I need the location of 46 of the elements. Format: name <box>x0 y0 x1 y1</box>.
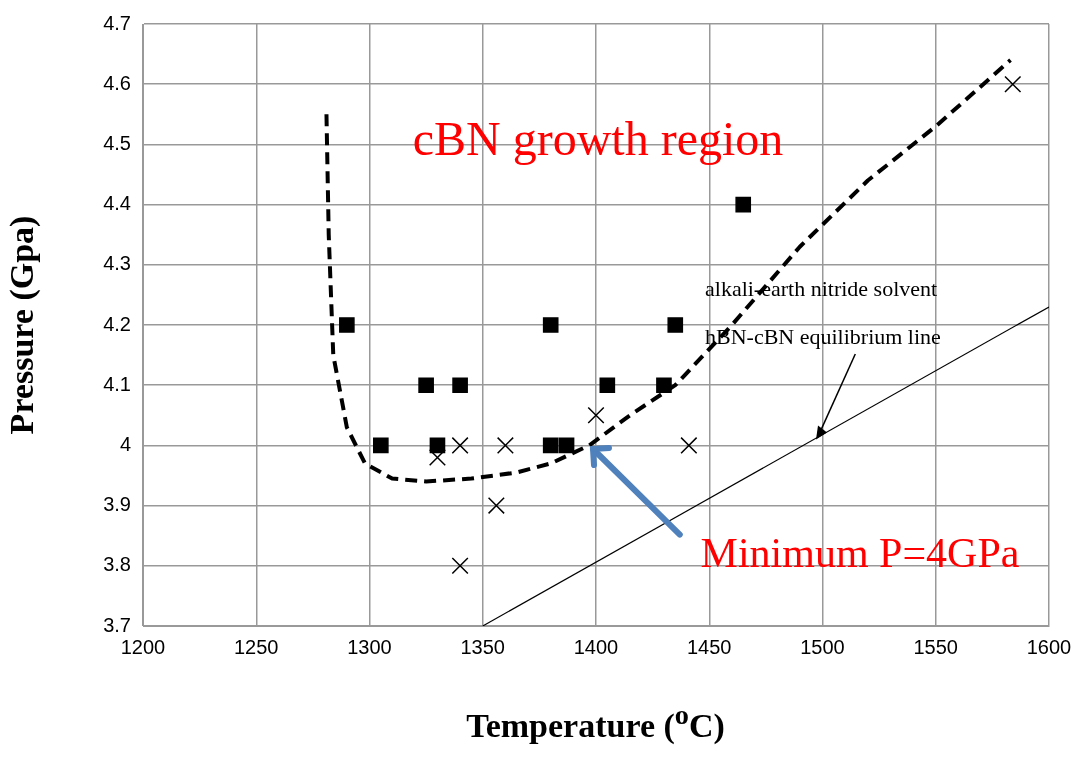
point <box>373 437 389 454</box>
x-tick-label: 1450 <box>687 635 732 658</box>
x-tick-label: 1550 <box>913 635 958 658</box>
x-tick-label: 1350 <box>460 635 505 658</box>
point <box>599 377 616 394</box>
x-tick-label: 1500 <box>800 635 845 658</box>
point <box>428 448 446 466</box>
y-tick-label: 4.4 <box>103 192 131 215</box>
point <box>735 196 752 213</box>
point <box>487 497 505 515</box>
point <box>451 557 469 575</box>
x-tick-label: 1200 <box>120 635 166 658</box>
y-tick-label: 4.7 <box>103 11 131 34</box>
point <box>451 436 469 454</box>
point <box>418 377 434 394</box>
point <box>542 437 559 454</box>
x-tick-label: 1250 <box>234 635 279 658</box>
y-axis-title: Pressure (Gpa) <box>3 215 42 435</box>
point <box>558 437 575 454</box>
annotation: Minimum P=4GPa <box>700 530 1020 577</box>
point <box>339 317 355 333</box>
point <box>587 406 605 424</box>
y-tick-label: 4.1 <box>103 372 131 395</box>
point <box>429 437 446 454</box>
point <box>452 377 468 394</box>
point <box>496 436 514 454</box>
y-tick-label: 3.7 <box>103 613 131 636</box>
x-tick-label: 1300 <box>347 635 392 658</box>
x-axis-title: Temperature ($^{o}$C) <box>465 699 726 745</box>
point <box>667 317 684 333</box>
point <box>656 377 672 394</box>
y-tick-label: 4 <box>119 432 131 455</box>
y-tick-label: 3.8 <box>103 553 131 576</box>
point <box>1004 75 1022 93</box>
annotation: cBN growth region <box>412 111 784 165</box>
y-tick-label: 4.3 <box>103 252 131 275</box>
x-tick-label: 1600 <box>1026 635 1072 658</box>
line-series <box>324 58 1013 484</box>
y-tick-label: 4.2 <box>103 312 131 335</box>
point <box>542 317 559 333</box>
y-tick-label: 3.9 <box>103 493 131 516</box>
y-tick-label: 4.5 <box>103 131 131 154</box>
point <box>680 436 698 454</box>
y-tick-label: 4.6 <box>103 71 131 94</box>
x-tick-label: 1400 <box>573 635 619 658</box>
annotation: hBN-cBN equilibrium line <box>705 323 941 349</box>
